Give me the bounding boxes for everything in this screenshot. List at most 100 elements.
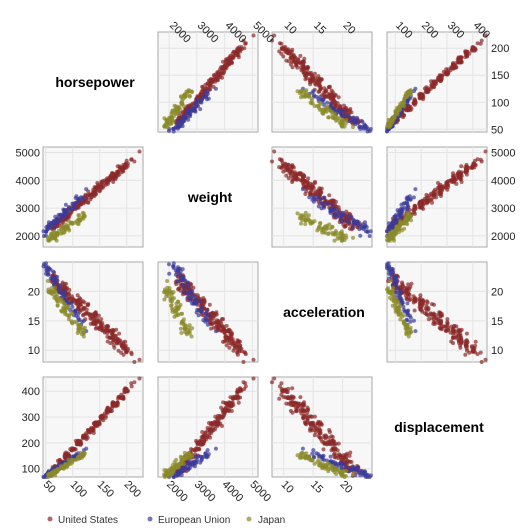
data-point bbox=[203, 311, 208, 316]
data-point bbox=[478, 350, 483, 355]
data-point bbox=[321, 111, 326, 116]
data-point bbox=[424, 312, 429, 317]
data-point bbox=[104, 324, 109, 329]
data-point bbox=[251, 376, 256, 381]
data-point bbox=[319, 77, 324, 82]
data-point bbox=[286, 59, 291, 64]
data-point bbox=[340, 232, 345, 236]
data-point bbox=[351, 217, 356, 222]
data-point bbox=[483, 357, 488, 362]
data-point bbox=[85, 303, 90, 308]
data-point bbox=[132, 159, 137, 164]
data-point bbox=[69, 454, 74, 459]
data-point bbox=[236, 340, 241, 345]
data-point bbox=[99, 322, 104, 327]
data-point bbox=[76, 199, 81, 204]
data-point bbox=[200, 85, 205, 90]
data-point bbox=[177, 286, 182, 291]
left-tick-label: 300 bbox=[22, 412, 40, 424]
data-point bbox=[473, 339, 478, 344]
data-point bbox=[304, 88, 309, 93]
data-point bbox=[62, 211, 67, 215]
bottom-tick-label: 200 bbox=[122, 479, 143, 500]
data-point bbox=[388, 236, 393, 241]
data-point bbox=[464, 162, 469, 167]
data-point bbox=[387, 279, 392, 283]
data-point bbox=[408, 325, 413, 330]
data-point bbox=[116, 348, 121, 353]
data-point bbox=[353, 221, 358, 226]
data-point bbox=[326, 435, 331, 440]
data-point bbox=[324, 463, 329, 468]
data-point bbox=[196, 313, 201, 318]
data-point bbox=[306, 176, 311, 181]
data-point bbox=[178, 269, 183, 274]
data-point bbox=[405, 101, 410, 106]
data-point bbox=[405, 199, 410, 204]
data-point bbox=[70, 458, 75, 463]
bottom-tick-label: 20 bbox=[337, 479, 354, 496]
data-point bbox=[194, 460, 199, 465]
data-point bbox=[346, 220, 351, 225]
data-point bbox=[338, 454, 343, 459]
data-point bbox=[238, 47, 243, 52]
data-point bbox=[213, 414, 218, 419]
data-point bbox=[344, 465, 349, 470]
cell-horsepower-vs-displacement bbox=[385, 31, 488, 134]
data-point bbox=[406, 311, 410, 316]
data-point bbox=[360, 469, 365, 474]
data-point bbox=[463, 352, 468, 357]
data-point bbox=[226, 59, 231, 64]
data-point bbox=[51, 269, 56, 274]
data-point bbox=[137, 357, 142, 362]
data-point bbox=[413, 297, 418, 302]
data-point bbox=[91, 431, 96, 435]
data-point bbox=[441, 324, 446, 329]
data-point bbox=[445, 71, 450, 76]
data-point bbox=[179, 331, 184, 335]
data-point bbox=[171, 126, 175, 131]
data-point bbox=[111, 336, 116, 341]
data-point bbox=[401, 321, 406, 326]
legend-label-european-union: European Union bbox=[158, 515, 230, 526]
data-point bbox=[290, 400, 295, 405]
data-point bbox=[315, 460, 320, 465]
bottom-tick-label: 150 bbox=[95, 479, 116, 500]
data-point bbox=[303, 192, 308, 196]
data-point bbox=[307, 183, 312, 188]
data-point bbox=[224, 323, 229, 328]
data-point bbox=[351, 115, 356, 120]
data-point bbox=[164, 123, 169, 128]
data-point bbox=[413, 329, 418, 334]
data-point bbox=[405, 104, 410, 109]
data-point bbox=[312, 179, 317, 184]
data-point bbox=[47, 236, 52, 241]
data-point bbox=[81, 318, 86, 323]
data-point bbox=[360, 119, 365, 124]
data-point bbox=[59, 308, 64, 313]
data-point bbox=[434, 189, 439, 194]
data-point bbox=[97, 327, 102, 332]
data-point bbox=[182, 92, 187, 97]
data-point bbox=[46, 225, 50, 230]
data-point bbox=[394, 290, 398, 295]
data-point bbox=[71, 297, 76, 302]
data-point bbox=[78, 440, 83, 445]
data-point bbox=[324, 226, 329, 231]
data-point bbox=[167, 115, 172, 120]
cell-weight-vs-displacement bbox=[385, 146, 488, 248]
data-point bbox=[174, 463, 179, 468]
data-point bbox=[100, 179, 105, 183]
data-point bbox=[321, 465, 326, 470]
data-point bbox=[353, 122, 358, 127]
data-point bbox=[72, 204, 76, 209]
data-point bbox=[279, 157, 284, 162]
data-point bbox=[392, 115, 397, 120]
data-point bbox=[55, 294, 60, 299]
data-point bbox=[62, 301, 66, 306]
data-point bbox=[280, 161, 285, 166]
data-point bbox=[312, 433, 317, 438]
data-point bbox=[57, 285, 61, 290]
data-point bbox=[464, 331, 469, 336]
cell-displacement-vs-weight bbox=[157, 376, 259, 479]
